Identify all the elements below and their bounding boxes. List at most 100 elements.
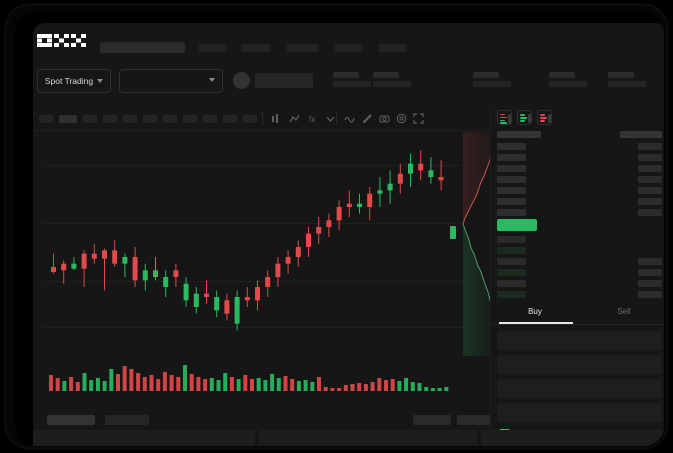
device-screen-area: Spot Trading fx <box>15 13 664 446</box>
gridline <box>43 281 463 282</box>
orderbook-bid-amount <box>638 258 662 265</box>
nav-item-1[interactable] <box>199 44 227 52</box>
timeframe-9[interactable] <box>203 115 217 123</box>
timeframe-2[interactable] <box>59 115 77 123</box>
order-type-field[interactable] <box>497 331 662 350</box>
orderbook-ask-row[interactable] <box>497 187 526 194</box>
device-bezel: Spot Trading fx <box>4 3 669 450</box>
orderbook-view-both-icon[interactable] <box>497 110 512 125</box>
logo-glyph-k <box>54 34 69 47</box>
orderbook-ask-amount <box>638 198 662 205</box>
timeframe-7[interactable] <box>163 115 177 123</box>
orderbook-ask-amount <box>638 143 662 150</box>
bottom-panels-row <box>33 430 664 446</box>
okx-trading-app: Spot Trading fx <box>33 23 664 446</box>
orderbook-bid-row[interactable] <box>497 269 526 276</box>
settings-icon[interactable] <box>395 112 408 125</box>
chevron-down-icon <box>209 78 215 82</box>
stat-last-price <box>333 72 371 87</box>
logo-glyph-o <box>37 34 52 47</box>
line-chart-icon[interactable] <box>288 112 301 125</box>
magnet-icon[interactable] <box>361 112 374 125</box>
gridline <box>43 165 463 166</box>
buy-sell-tabs: Buy Sell <box>491 303 664 325</box>
orderbook-ask-amount <box>638 209 662 216</box>
total-field[interactable] <box>497 403 662 422</box>
svg-text:fx: fx <box>309 115 315 124</box>
trading-pair-select[interactable] <box>119 69 223 93</box>
stat-24h-low <box>608 72 646 87</box>
price-field[interactable] <box>497 355 662 374</box>
timeframe-5[interactable] <box>123 115 137 123</box>
gridline <box>43 223 463 224</box>
okx-logo-icon[interactable] <box>37 34 86 47</box>
active-tab-underline <box>499 322 573 324</box>
orderbook-bid-row[interactable] <box>497 247 526 254</box>
candlestick-series <box>51 150 444 331</box>
timeframe-3[interactable] <box>83 115 97 123</box>
bottom-panel-history[interactable] <box>481 430 664 446</box>
gridline <box>43 327 463 328</box>
orderbook-bid-amount <box>638 291 662 298</box>
orderbook-current-price[interactable] <box>497 219 537 231</box>
orderbook-trade-panel: Buy Sell <box>490 107 664 446</box>
orderbook-ask-amount <box>638 154 662 161</box>
trading-mode-label: Spot Trading <box>44 76 94 86</box>
orderbook-view-asks-icon[interactable] <box>537 110 552 125</box>
chart-tab-1[interactable] <box>47 415 95 425</box>
orderbook-ask-row[interactable] <box>497 176 526 183</box>
timeframe-11[interactable] <box>243 115 257 123</box>
chart-action-1[interactable] <box>413 415 451 425</box>
chart-tab-2[interactable] <box>105 415 149 425</box>
timeframe-6[interactable] <box>143 115 157 123</box>
nav-title-placeholder <box>100 42 185 53</box>
orderbook-ask-row[interactable] <box>497 198 526 205</box>
stat-24h-volume <box>549 72 587 87</box>
orderbook-ask-row[interactable] <box>497 143 526 150</box>
nav-item-3[interactable] <box>287 44 319 52</box>
price-chart-panel[interactable] <box>33 131 493 446</box>
stat-change <box>373 72 411 87</box>
chevron-down-icon <box>97 79 104 83</box>
stat-24h-high <box>473 72 511 87</box>
timeframe-1[interactable] <box>39 115 53 123</box>
orderbook-ask-row[interactable] <box>497 154 526 161</box>
orderbook-view-bids-icon[interactable] <box>517 110 532 125</box>
orderbook-bid-row[interactable] <box>497 236 526 243</box>
orderbook-view-toggles <box>497 110 552 125</box>
orderbook-ask-row[interactable] <box>497 209 526 216</box>
amount-field[interactable] <box>497 379 662 398</box>
orderbook-ask-row[interactable] <box>497 165 526 172</box>
wave-indicator-icon[interactable] <box>343 112 356 125</box>
timeframe-4[interactable] <box>103 115 117 123</box>
orderbook-bid-row[interactable] <box>497 258 526 265</box>
chevron-down-icon[interactable] <box>324 112 337 125</box>
market-sub-bar: Spot Trading <box>33 59 664 107</box>
fullscreen-icon[interactable] <box>412 112 425 125</box>
nav-item-2[interactable] <box>241 44 271 52</box>
chart-action-2[interactable] <box>457 415 493 425</box>
trading-mode-selector[interactable]: Spot Trading <box>37 69 111 93</box>
orderbook-bid-row[interactable] <box>497 280 526 287</box>
timeframe-8[interactable] <box>183 115 197 123</box>
bottom-panel-positions[interactable] <box>259 430 477 446</box>
volume-series <box>49 365 449 391</box>
indicator-icon[interactable]: fx <box>307 112 320 125</box>
orderbook-ask-amount <box>638 187 662 194</box>
tab-buy[interactable]: Buy <box>528 307 542 316</box>
orderbook-bid-row[interactable] <box>497 291 526 298</box>
timeframe-10[interactable] <box>223 115 237 123</box>
bottom-panel-orders[interactable] <box>33 430 255 446</box>
avatar <box>233 72 250 89</box>
orderbook-ask-amount <box>638 176 662 183</box>
pair-name-placeholder <box>255 73 313 88</box>
nav-item-4[interactable] <box>335 44 363 52</box>
nav-item-5[interactable] <box>379 44 407 52</box>
toolbar-divider <box>262 112 263 125</box>
camera-icon[interactable] <box>378 112 391 125</box>
orderbook-ask-amount <box>638 165 662 172</box>
tab-sell[interactable]: Sell <box>617 307 631 316</box>
orderbook[interactable] <box>491 129 664 299</box>
candlestick-chart-icon[interactable] <box>269 112 282 125</box>
